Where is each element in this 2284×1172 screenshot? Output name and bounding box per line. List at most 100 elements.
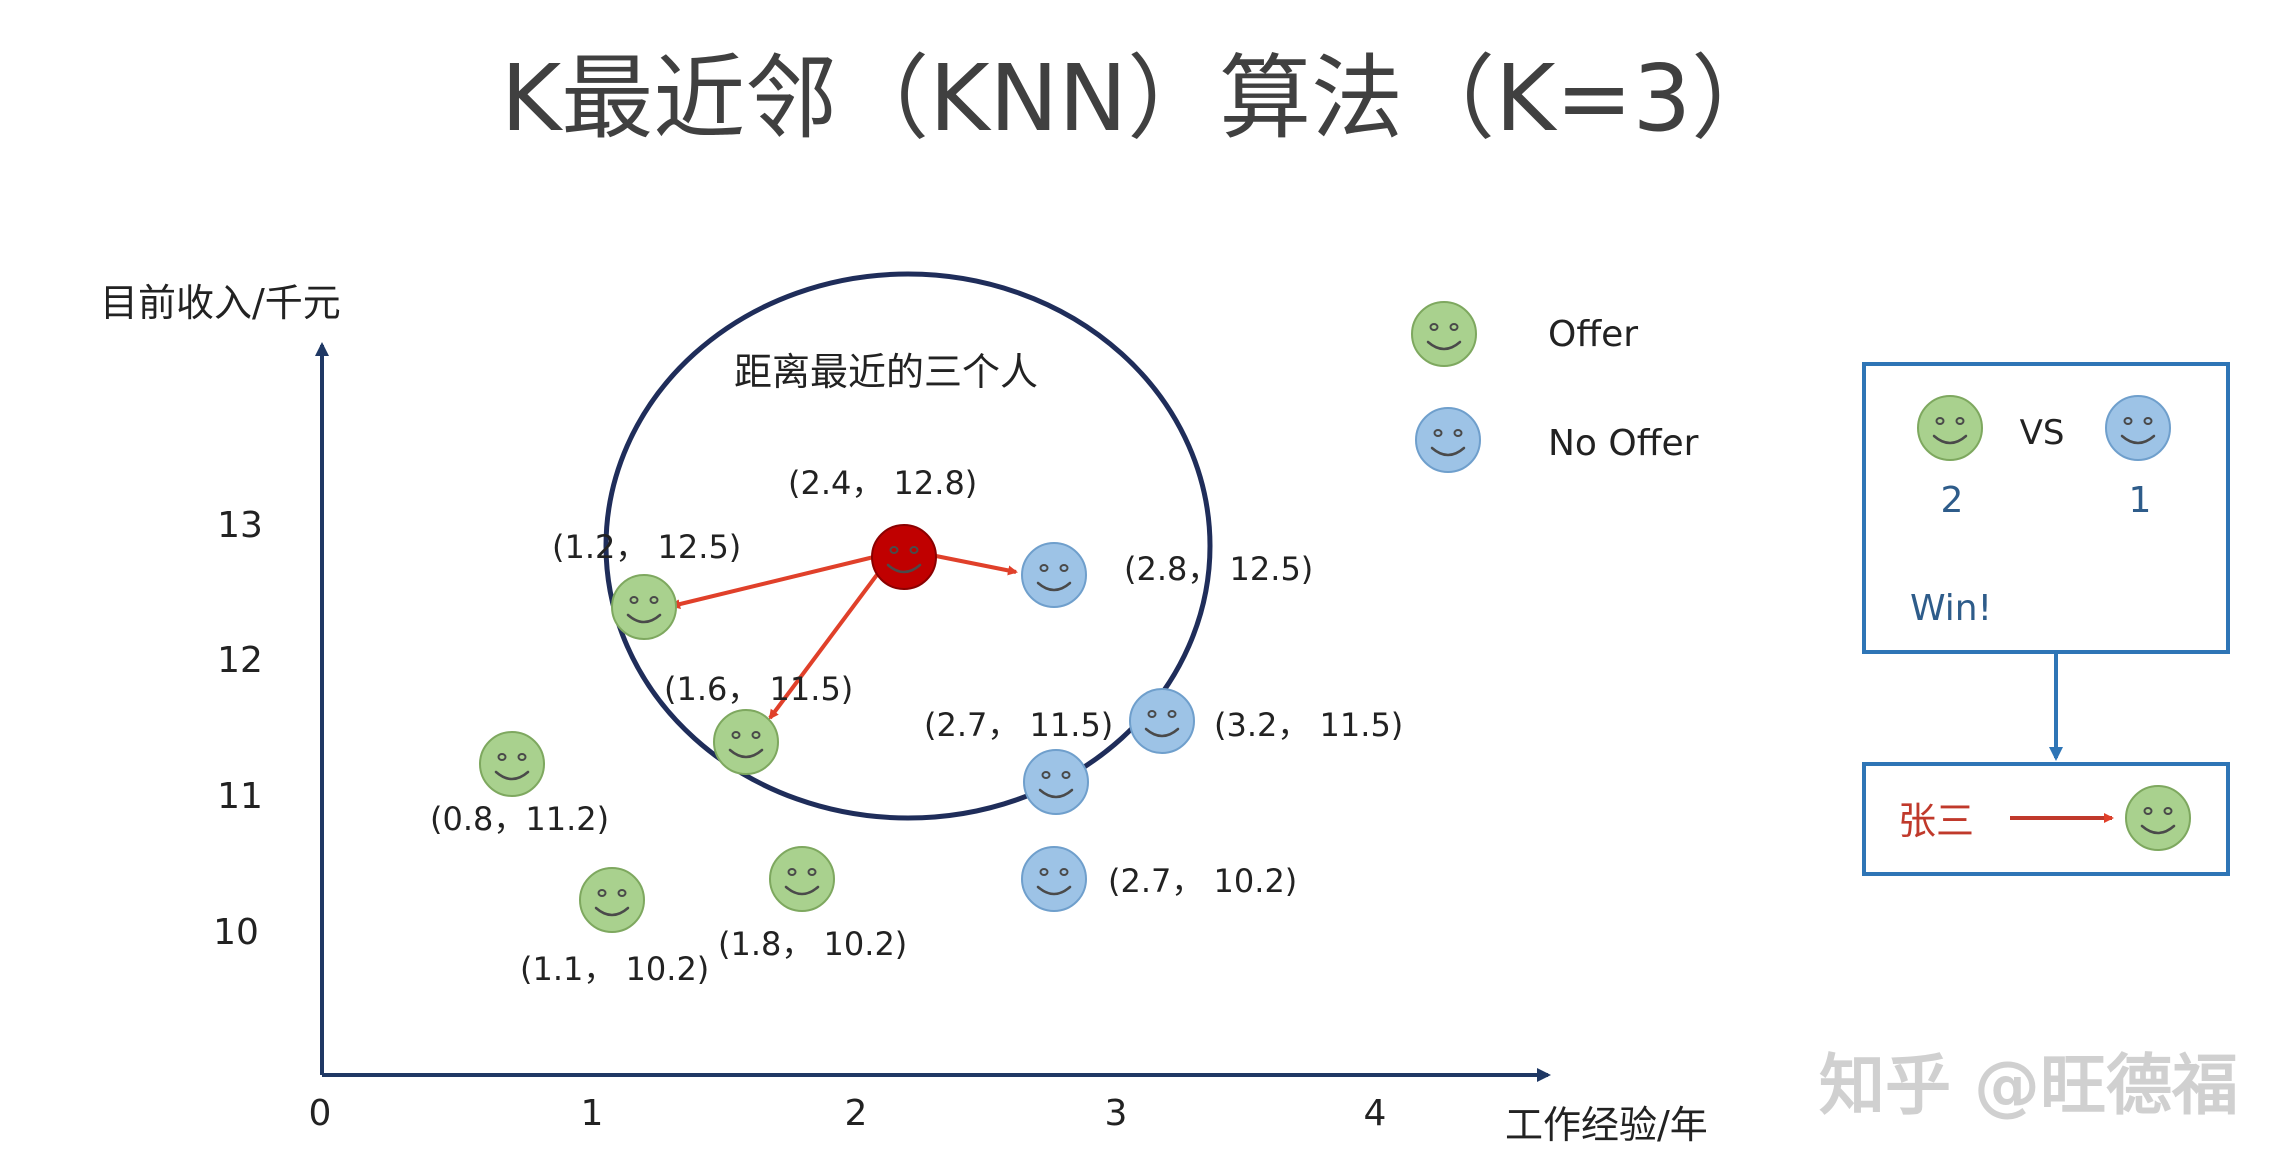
smiley-eye: [1433, 429, 1443, 437]
smiley-face-icon: [1021, 542, 1087, 608]
y-tick-label: 12: [217, 640, 263, 681]
vote-no-offer-icon: [2105, 395, 2171, 461]
smiley-eye: [1955, 417, 1965, 425]
smiley-eye: [2123, 417, 2133, 425]
point-label: (2.7， 10.2): [1108, 862, 1297, 900]
x-tick-label: 2: [845, 1093, 868, 1134]
x-axis-label: 工作经验/年: [1505, 1103, 1708, 1147]
smiley-mouth: [1144, 727, 1180, 738]
no-offer-point: [1021, 542, 1087, 608]
smiley-eye: [1167, 710, 1177, 718]
legend-offer-icon: [1411, 301, 1477, 367]
smiley-eye: [1041, 771, 1051, 779]
smiley-face-icon: [1129, 688, 1195, 754]
offer-point: [579, 867, 645, 933]
legend-offer-label: Offer: [1548, 314, 1638, 355]
x-tick-label: 1: [581, 1093, 604, 1134]
smiley-eye: [517, 753, 527, 761]
legend-no-offer-icon: [1415, 407, 1481, 473]
smiley-mouth: [1932, 434, 1968, 445]
x-tick-label: 0: [309, 1093, 332, 1134]
smiley-eye: [1449, 323, 1459, 331]
point-label: (1.8， 10.2): [718, 925, 907, 963]
no-offer-point: [1023, 749, 1089, 815]
point-label: (1.2， 12.5): [552, 528, 741, 566]
offer-point: [479, 731, 545, 797]
smiley-eye: [2143, 417, 2153, 425]
smiley-face-icon: [769, 846, 835, 912]
smiley-mouth: [1426, 340, 1462, 351]
smiley-face-icon: [1411, 301, 1477, 367]
smiley-mouth: [594, 906, 630, 917]
smiley-eye: [909, 546, 919, 554]
smiley-mouth: [728, 748, 764, 759]
smiley-eye: [1147, 710, 1157, 718]
offer-point: [769, 846, 835, 912]
vote-box: [1862, 362, 2230, 654]
smiley-mouth: [784, 885, 820, 896]
x-tick-label: 4: [1364, 1093, 1387, 1134]
smiley-face-icon: [1023, 749, 1089, 815]
smiley-eye: [1935, 417, 1945, 425]
smiley-mouth: [1036, 581, 1072, 592]
smiley-eye: [2163, 807, 2173, 815]
point-label: (1.6， 11.5): [664, 670, 853, 708]
vote-offer-icon: [1917, 395, 1983, 461]
smiley-eye: [731, 731, 741, 739]
smiley-eye: [1429, 323, 1439, 331]
query-point-label: (2.4， 12.8): [788, 464, 977, 502]
smiley-eye: [1453, 429, 1463, 437]
smiley-mouth: [626, 613, 662, 624]
y-tick-label: 10: [213, 912, 259, 953]
smiley-eye: [617, 889, 627, 897]
result-name: 张三: [1898, 799, 1974, 843]
circle-label: 距离最近的三个人: [734, 350, 1038, 394]
arrow-to-neighbor-3: [935, 554, 1018, 576]
point-label: (1.1， 10.2): [520, 950, 709, 988]
arrow-to-neighbor-2: [768, 566, 884, 720]
smiley-eye: [751, 731, 761, 739]
smiley-eye: [1059, 868, 1069, 876]
vote-vs-label: VS: [2020, 413, 2065, 453]
no-offer-point: [1129, 688, 1195, 754]
y-axis-label: 目前收入/千元: [100, 281, 341, 325]
nearest-neighbors-circle: [603, 271, 1213, 821]
point-label: (3.2， 11.5): [1214, 706, 1403, 744]
smiley-face-icon: [2105, 395, 2171, 461]
query-point: [871, 524, 937, 590]
smiley-eye: [1039, 564, 1049, 572]
smiley-eye: [629, 596, 639, 604]
result-box: [1862, 762, 2230, 876]
smiley-eye: [807, 868, 817, 876]
smiley-mouth: [886, 563, 922, 574]
smiley-eye: [787, 868, 797, 876]
smiley-mouth: [2140, 824, 2176, 835]
x-tick-label: 3: [1105, 1093, 1128, 1134]
smiley-mouth: [1430, 446, 1466, 457]
point-label: (2.7， 11.5): [924, 706, 1113, 744]
smiley-face-icon: [1917, 395, 1983, 461]
smiley-eye: [889, 546, 899, 554]
smiley-eye: [1039, 868, 1049, 876]
smiley-face-icon: [2125, 785, 2191, 851]
smiley-face-icon: [479, 731, 545, 797]
legend-no-offer-label: No Offer: [1548, 423, 1699, 464]
arrow-to-neighbor-1: [670, 554, 879, 609]
smiley-mouth: [1036, 885, 1072, 896]
smiley-mouth: [494, 770, 530, 781]
point-label: (2.8， 12.5): [1124, 550, 1313, 588]
offer-point: [713, 709, 779, 775]
watermark: 知乎 @旺德福: [1819, 1047, 2238, 1124]
smiley-mouth: [1038, 788, 1074, 799]
y-tick-label: 13: [217, 505, 263, 546]
smiley-face-icon: [713, 709, 779, 775]
vote-no-offer-count: 1: [2129, 480, 2152, 521]
offer-point: [611, 574, 677, 640]
smiley-face-icon: [1021, 846, 1087, 912]
page-title: K最近邻（KNN）算法（K=3）: [501, 45, 1783, 152]
smiley-face-icon: [871, 524, 937, 590]
vote-offer-count: 2: [1941, 480, 1964, 521]
smiley-face-icon: [611, 574, 677, 640]
smiley-face-icon: [1415, 407, 1481, 473]
